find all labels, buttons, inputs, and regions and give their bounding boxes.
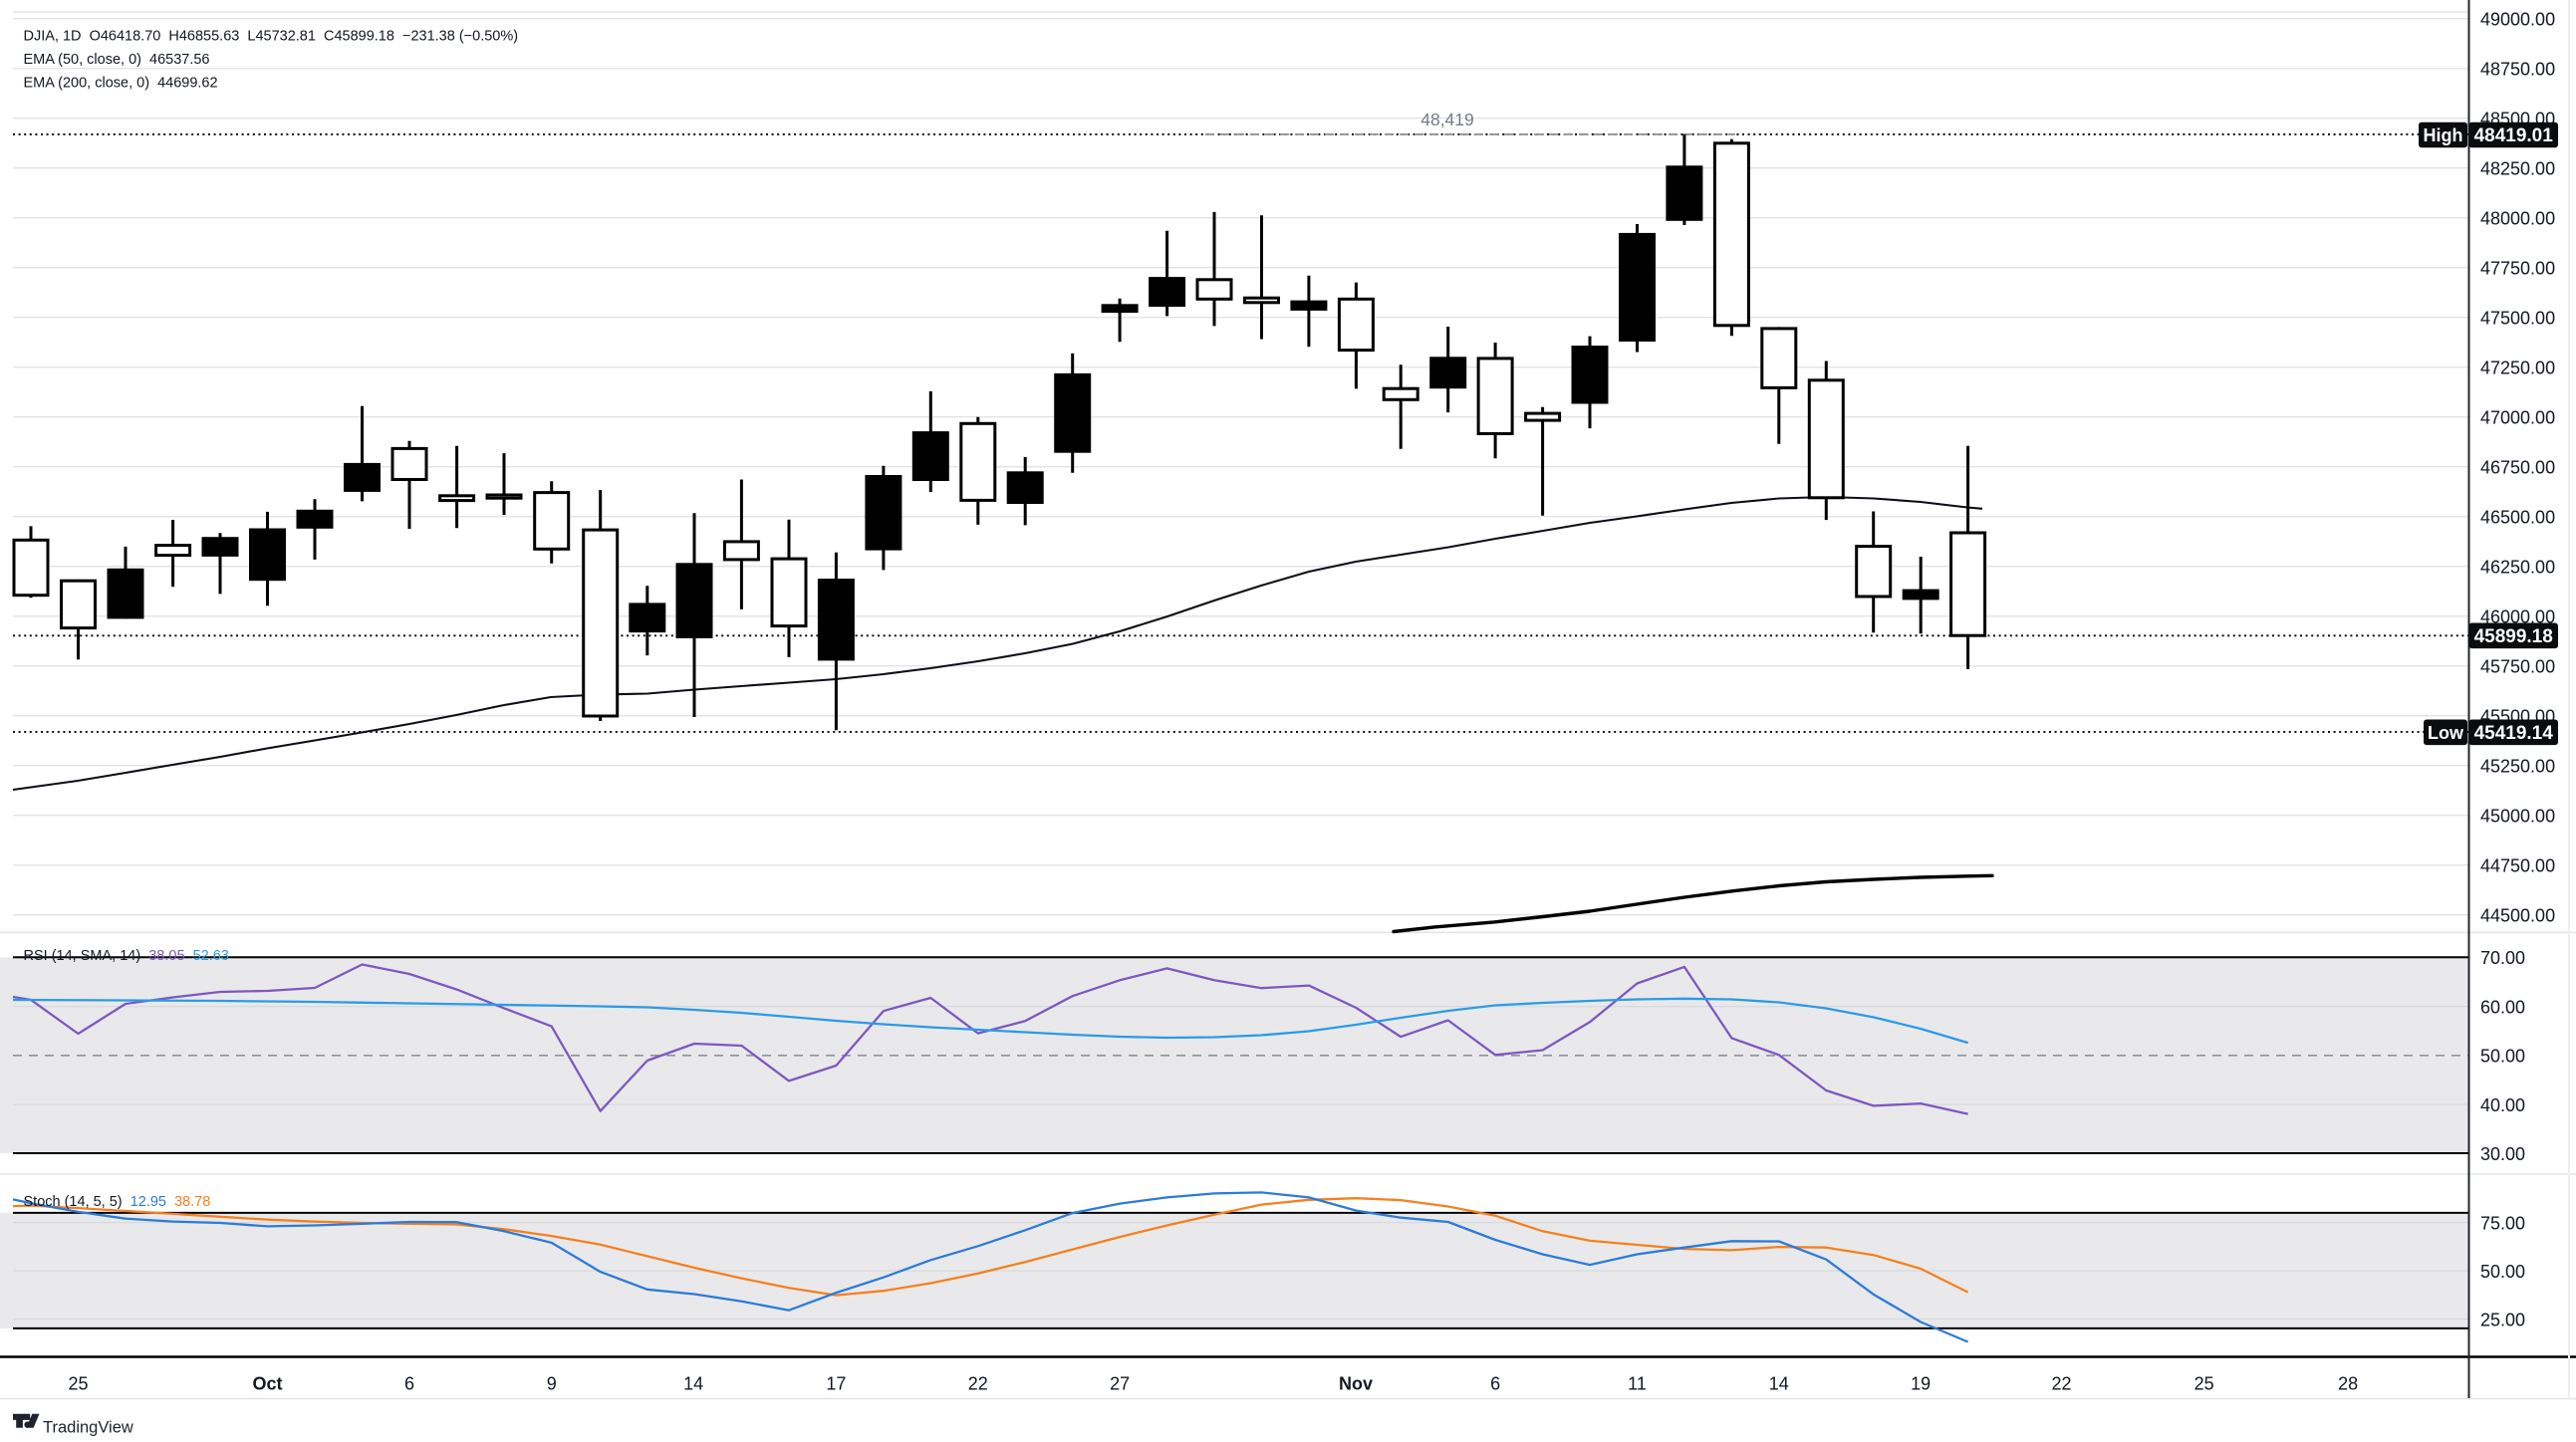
svg-text:50.00: 50.00 — [2480, 1262, 2525, 1282]
svg-text:11: 11 — [1628, 1374, 1647, 1394]
svg-text:EMA (50, close, 0) 46537.56: EMA (50, close, 0) 46537.56 — [24, 52, 210, 68]
svg-text:45899.18: 45899.18 — [2474, 626, 2553, 647]
svg-text:48750.00: 48750.00 — [2480, 60, 2555, 80]
svg-text:Nov: Nov — [1339, 1374, 1373, 1394]
svg-text:DJIA, 1D O46418.70 H46855.63: DJIA, 1D O46418.70 H46855.63 L45732.81 C… — [24, 29, 519, 45]
svg-text:25: 25 — [2194, 1374, 2214, 1394]
svg-text:46250.00: 46250.00 — [2480, 558, 2555, 578]
svg-text:RSI (14, SMA, 14) 38.05 52.6: RSI (14, SMA, 14) 38.05 52.63 — [24, 948, 229, 964]
svg-text:28: 28 — [2338, 1374, 2358, 1394]
svg-text:30.00: 30.00 — [2480, 1144, 2525, 1164]
svg-text:48419.01: 48419.01 — [2474, 125, 2554, 146]
svg-text:25: 25 — [68, 1374, 88, 1394]
svg-text:45250.00: 45250.00 — [2480, 757, 2555, 777]
svg-text:9: 9 — [547, 1374, 557, 1394]
svg-text:47250.00: 47250.00 — [2480, 359, 2555, 378]
svg-text:48,419: 48,419 — [1420, 110, 1474, 129]
svg-text:Low: Low — [2428, 723, 2464, 743]
svg-text:48000.00: 48000.00 — [2480, 209, 2555, 229]
svg-text:EMA (200, close, 0) 44699.62: EMA (200, close, 0) 44699.62 — [24, 76, 218, 92]
svg-text:46500.00: 46500.00 — [2480, 508, 2555, 528]
svg-text:14: 14 — [683, 1374, 703, 1394]
svg-text:46000.00: 46000.00 — [2480, 607, 2555, 627]
svg-text:Stoch (14, 5, 5) 12.95 38.78: Stoch (14, 5, 5) 12.95 38.78 — [24, 1194, 211, 1210]
svg-text:27: 27 — [1110, 1374, 1130, 1394]
svg-text:50.00: 50.00 — [2480, 1047, 2525, 1067]
svg-text:TradingView: TradingView — [43, 1419, 133, 1437]
svg-text:47750.00: 47750.00 — [2480, 259, 2555, 279]
svg-text:47000.00: 47000.00 — [2480, 408, 2555, 428]
svg-text:46750.00: 46750.00 — [2480, 458, 2555, 478]
svg-text:60.00: 60.00 — [2480, 997, 2525, 1017]
svg-text:22: 22 — [2051, 1374, 2071, 1394]
svg-text:22: 22 — [968, 1374, 988, 1394]
svg-text:49000.00: 49000.00 — [2480, 10, 2555, 30]
svg-text:45000.00: 45000.00 — [2480, 807, 2555, 827]
svg-text:70.00: 70.00 — [2480, 948, 2525, 968]
svg-text:47500.00: 47500.00 — [2480, 309, 2555, 329]
svg-text:High: High — [2424, 125, 2463, 145]
svg-text:44750.00: 44750.00 — [2480, 856, 2555, 876]
svg-text:14: 14 — [1769, 1374, 1789, 1394]
svg-text:45419.14: 45419.14 — [2474, 723, 2554, 744]
svg-text:75.00: 75.00 — [2480, 1213, 2525, 1233]
svg-text:6: 6 — [1490, 1374, 1500, 1394]
svg-text:25.00: 25.00 — [2480, 1310, 2525, 1329]
svg-text:45750.00: 45750.00 — [2480, 657, 2555, 677]
svg-text:17: 17 — [826, 1374, 846, 1394]
svg-text:19: 19 — [1911, 1374, 1931, 1394]
svg-text:Oct: Oct — [252, 1374, 282, 1394]
svg-text:40.00: 40.00 — [2480, 1095, 2525, 1115]
svg-text:44500.00: 44500.00 — [2480, 906, 2555, 926]
svg-text:48250.00: 48250.00 — [2480, 159, 2555, 179]
svg-text:6: 6 — [404, 1374, 414, 1394]
